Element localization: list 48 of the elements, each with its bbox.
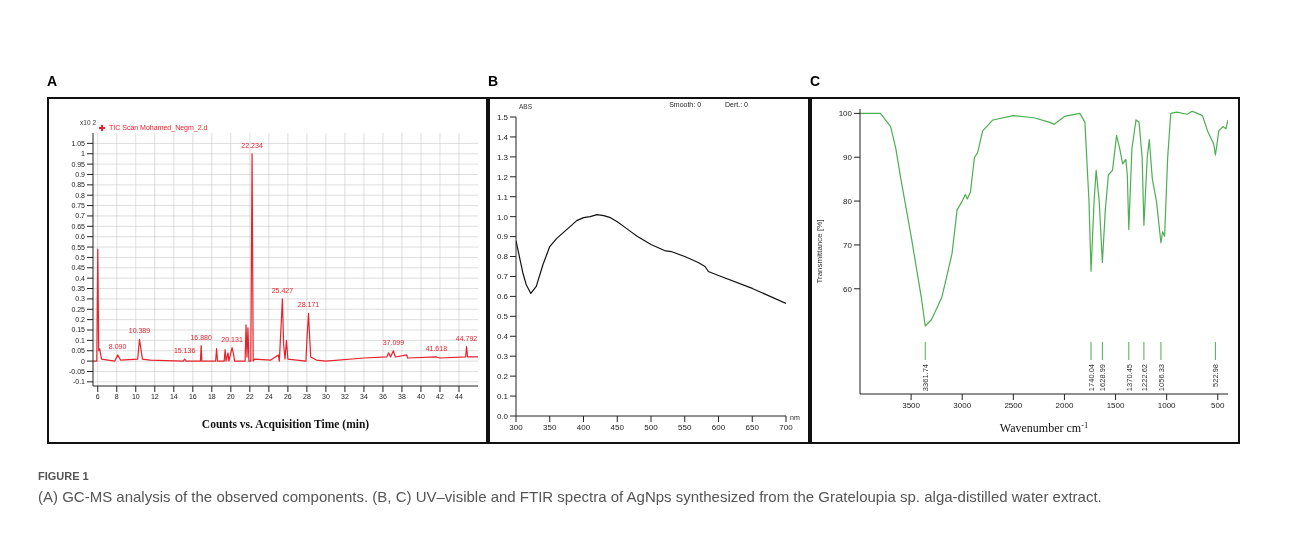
y-tick-label: 1.3 (496, 152, 509, 162)
y-tick-label: 1.5 (496, 112, 509, 122)
y-tick-label: 1.0 (496, 212, 509, 222)
x-tick-label: 300 (509, 422, 524, 432)
y-tick-label: 0.5 (496, 312, 509, 322)
chart-title: B (488, 73, 499, 89)
line-series (93, 153, 478, 362)
y-axis-title: Transmittance [%] (815, 219, 824, 284)
y-tick-label: 60 (843, 284, 853, 294)
x-tick-label: 2500 (1004, 400, 1023, 410)
y-tick-label: 1.1 (496, 192, 509, 202)
y-tick-label: 0.8 (496, 252, 509, 262)
text: (A) GC-MS analysis of the observed components. (B, C) UV–visible and FTIR spectra of AgNps synthesized from the Grateloupia sp. alga-distilled water extract. (38, 487, 1103, 507)
y-tick-label: 100 (838, 109, 853, 119)
x-tick-label: 350 (543, 422, 557, 432)
chart-title: A (47, 73, 58, 89)
x-axis-title: Wavenumber cm$^{-1}$ (999, 420, 1089, 435)
y-tick-label: 90 (843, 153, 853, 163)
x-tick-label: 550 (678, 422, 692, 432)
x-tick-label: 700 (779, 422, 794, 432)
y-tick-label: 0.6 (496, 292, 509, 302)
line-series (860, 110, 1228, 327)
caption: FIGURE 1 (38, 470, 90, 482)
y-tick-label: 0.1 (496, 391, 509, 401)
x-tick-label: 1000 (1157, 400, 1177, 410)
x-tick-label: 600 (711, 422, 726, 432)
x-tick-label: 1500 (1106, 400, 1125, 410)
y-tick-label: 0.2 (496, 371, 509, 381)
x-tick-label: 500 (1211, 400, 1225, 410)
y-tick-label: 80 (843, 196, 853, 206)
chart-title: C (810, 73, 821, 89)
y-tick-label: 0.7 (496, 272, 509, 282)
x-tick-label: 2000 (1055, 400, 1074, 410)
x-tick-label: 400 (576, 422, 591, 432)
y-tick-label: 1.2 (496, 172, 509, 182)
y-tick-label: 0.3 (496, 352, 509, 362)
line-series (516, 214, 786, 304)
x-axis-title: Counts vs. Acquisition Time (min) (201, 418, 370, 431)
x-tick-label: 450 (610, 422, 625, 432)
y-tick-label: 0.4 (496, 332, 509, 342)
x-tick-label: 500 (644, 422, 659, 432)
x-tick-label: 3500 (902, 400, 921, 410)
y-tick-label: 0.0 (496, 411, 509, 421)
x-tick-label: 650 (745, 422, 760, 432)
y-tick-label: 70 (843, 240, 853, 250)
y-tick-label: 1.4 (496, 132, 509, 142)
x-tick-label: 3000 (953, 400, 972, 410)
y-tick-label: 0.9 (496, 232, 509, 242)
